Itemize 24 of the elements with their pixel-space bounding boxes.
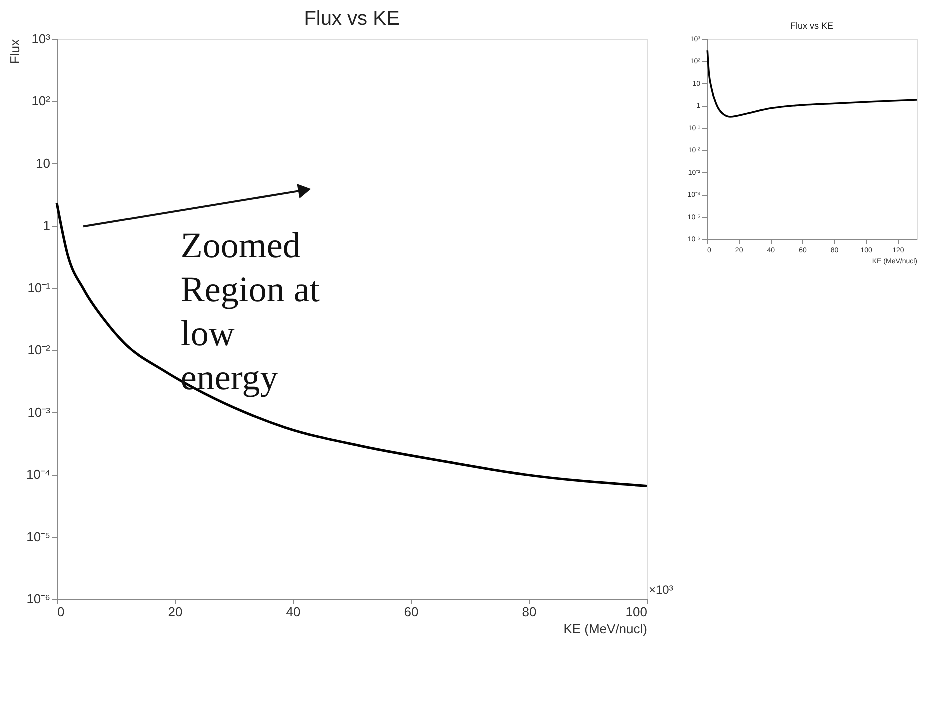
chart-title: Flux vs KE <box>304 8 400 30</box>
annotation: Zoomed Region at low energy <box>180 225 320 398</box>
x-tick-label: 80 <box>522 604 537 620</box>
x-tick-label: 0 <box>58 604 65 620</box>
line-series <box>706 50 918 118</box>
x-tick-label: 100 <box>626 604 648 620</box>
y-tick-label: 10⁻² <box>28 342 52 358</box>
y-tick-label: 10³ <box>32 32 52 46</box>
y-tick-label: 10⁻¹ <box>28 280 52 296</box>
y-tick-label: 10⁻⁴ <box>26 467 50 482</box>
line-series <box>56 202 648 488</box>
x-axis-title: KE (MeV/nucl) <box>564 622 648 636</box>
y-tick-label: 1 <box>43 218 50 234</box>
x-tick-label: 60 <box>404 604 419 620</box>
y-axis-title: Flux <box>7 39 22 64</box>
x-tick-label: 40 <box>286 604 301 620</box>
x-tick-label: 20 <box>168 604 183 620</box>
text: ×10³ <box>649 583 674 597</box>
chart-title: Flux vs KE <box>790 21 834 31</box>
y-tick-label: 10⁻⁵ <box>26 529 50 544</box>
y-tick-label: 10 <box>36 156 50 171</box>
y-tick-label: 10² <box>32 94 52 109</box>
y-tick-label: 10⁻⁶ <box>26 592 50 606</box>
y-tick-label: 10⁻³ <box>28 404 52 420</box>
